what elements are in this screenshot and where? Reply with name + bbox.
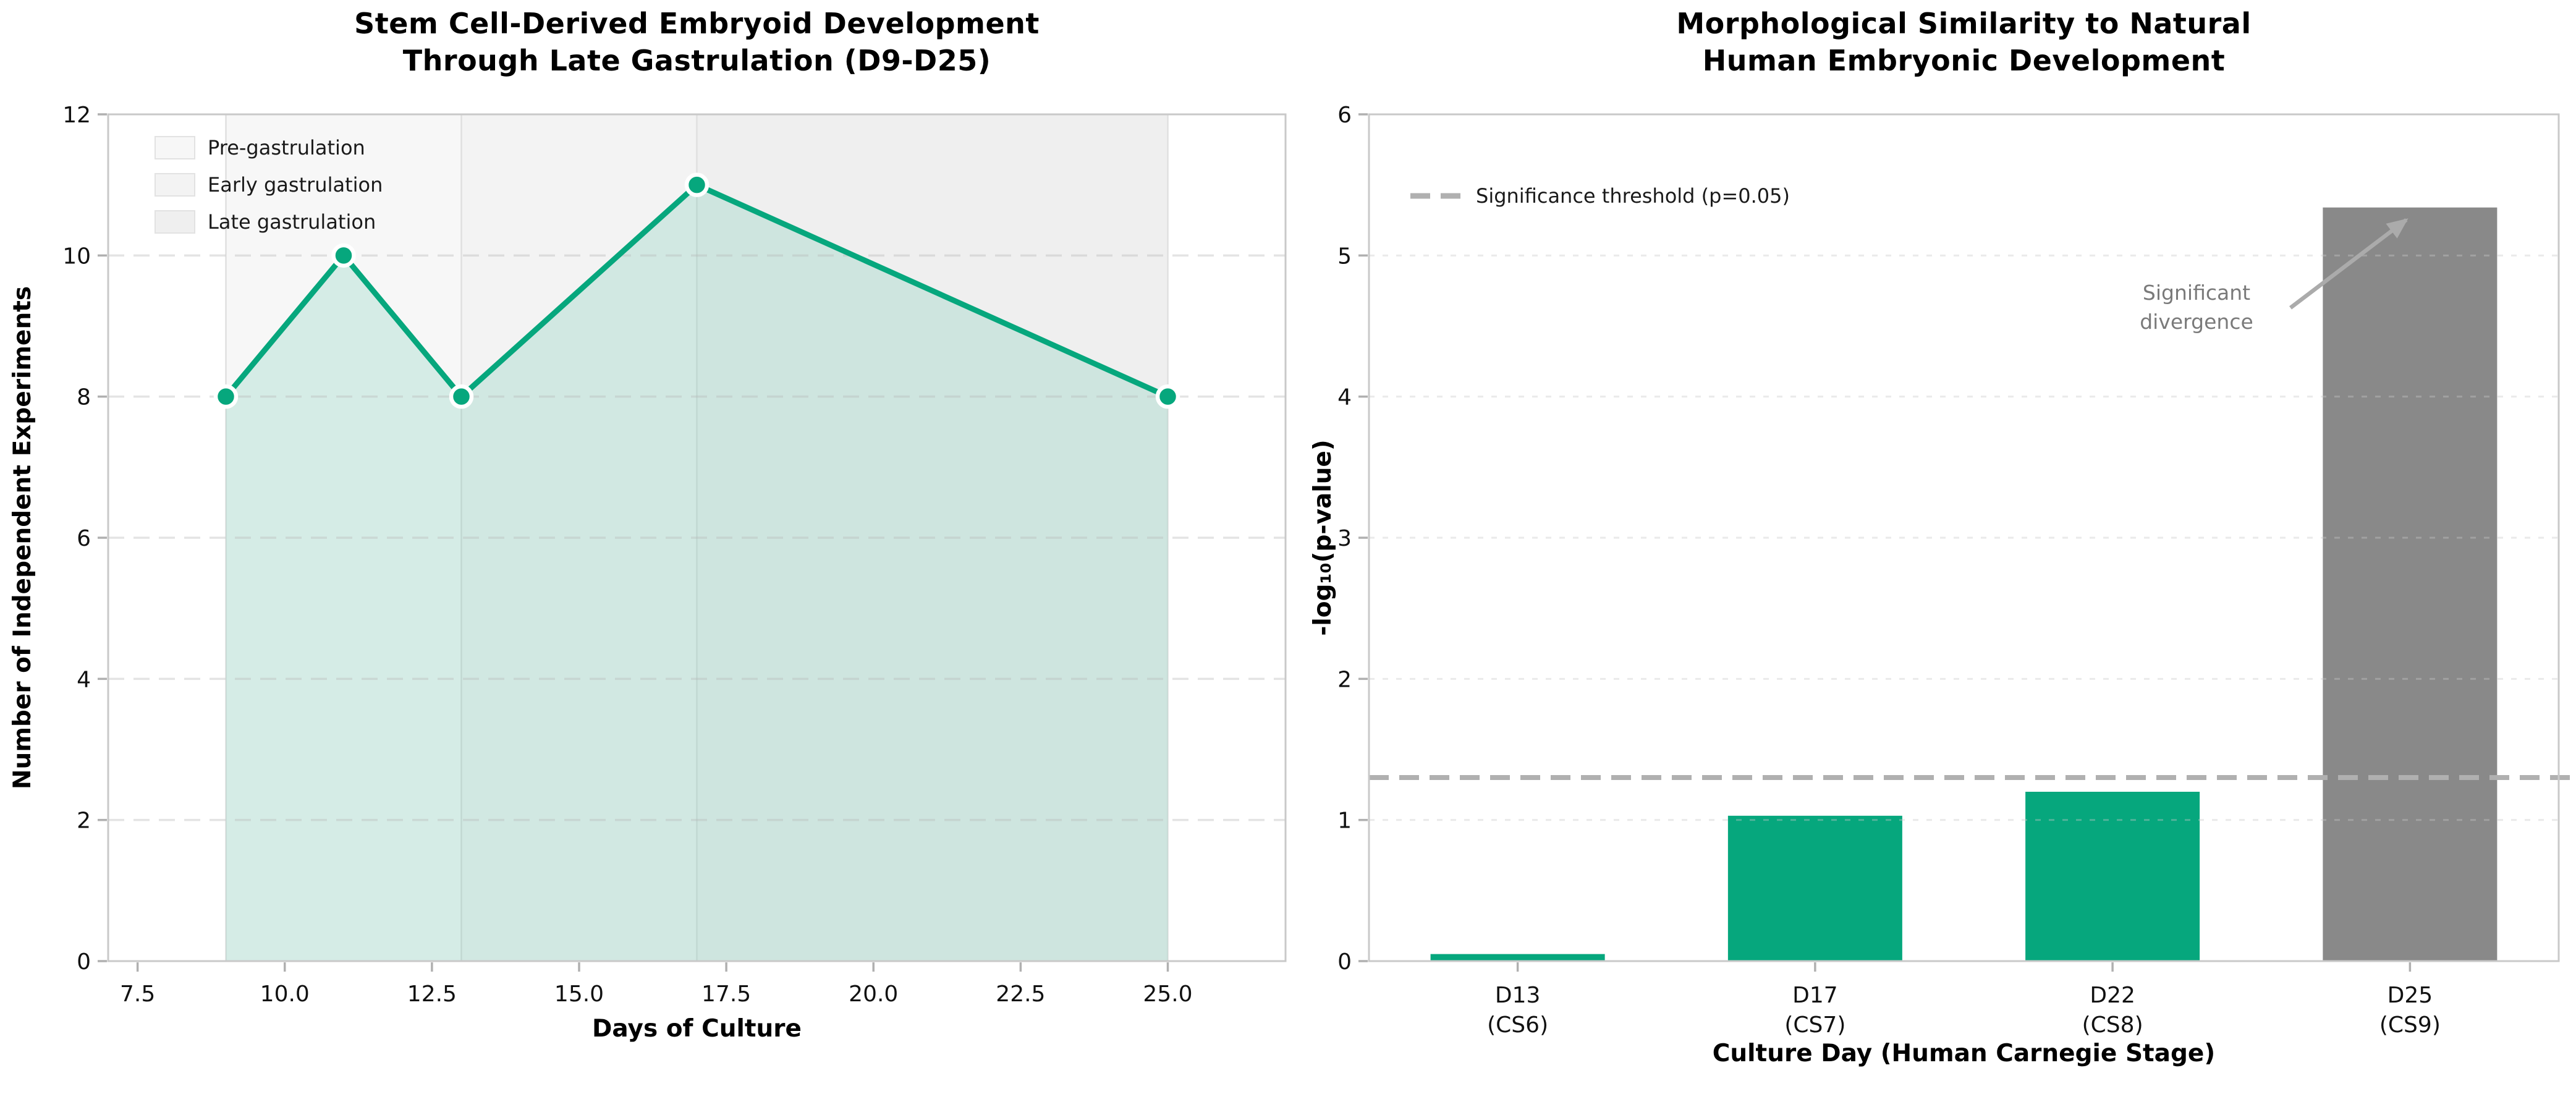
legend-swatch	[155, 210, 195, 234]
svg-text:10.0: 10.0	[260, 982, 310, 1007]
legend-swatch	[155, 173, 195, 197]
legend-row: Early gastrulation	[155, 173, 383, 197]
svg-text:4: 4	[1337, 385, 1352, 410]
legend-label: Late gastrulation	[208, 210, 376, 234]
svg-text:1: 1	[1337, 808, 1352, 834]
svg-text:12.5: 12.5	[407, 982, 457, 1007]
bar-chart-title: Morphological Similarity to Natural Huma…	[1676, 7, 2252, 77]
legend-row: Pre-gastrulation	[155, 136, 383, 159]
legend-label: Pre-gastrulation	[208, 136, 365, 159]
svg-text:6: 6	[1337, 103, 1352, 128]
legend-label: Early gastrulation	[208, 173, 383, 197]
svg-text:0: 0	[77, 949, 91, 975]
legend-swatch	[155, 136, 195, 159]
svg-text:D13(CS6): D13 (CS6)	[1487, 983, 1548, 1038]
svg-text:8: 8	[77, 385, 91, 410]
threshold-dash-icon	[1410, 193, 1464, 199]
svg-text:2: 2	[77, 808, 91, 834]
line-chart-panel: Stem Cell-Derived Embryoid Development T…	[9, 7, 1287, 1043]
svg-text:25.0: 25.0	[1143, 982, 1192, 1007]
svg-text:4: 4	[77, 667, 91, 692]
bar-chart-legend: Significance threshold (p=0.05)	[1410, 184, 1790, 208]
bar-chart-plot: D13 (CS6) D17 (CS7) D22 (CS8) D25 (CS9) 0 1 2 3 4 5 6	[1337, 103, 2576, 1038]
svg-text:6: 6	[77, 526, 91, 551]
bar-chart-x-axis-label: Culture Day (Human Carnegie Stage)	[1712, 1040, 2216, 1067]
svg-text:0: 0	[1337, 949, 1352, 975]
legend-row: Late gastrulation	[155, 210, 383, 234]
svg-text:D17(CS7): D17 (CS7)	[1784, 983, 1845, 1038]
svg-text:2: 2	[1337, 667, 1352, 692]
svg-text:17.5: 17.5	[701, 982, 751, 1007]
svg-text:20.0: 20.0	[849, 982, 898, 1007]
svg-text:D25(CS9): D25 (CS9)	[2379, 983, 2441, 1038]
line-chart-legend: Pre-gastrulation Early gastrulation Late…	[155, 136, 383, 234]
svg-text:15.0: 15.0	[554, 982, 604, 1007]
line-chart-plot: 7.5 10.0 12.5 15.0 17.5 20.0 22.5 25.0 0 2 4 6 8 10 12	[62, 103, 1287, 1007]
svg-text:22.5: 22.5	[996, 982, 1045, 1007]
bar-chart-panel: Morphological Similarity to Natural Huma…	[1288, 0, 2576, 1094]
threshold-legend-label: Significance threshold (p=0.05)	[1476, 184, 1790, 208]
svg-text:7.5: 7.5	[120, 982, 155, 1007]
svg-text:12: 12	[62, 103, 91, 128]
svg-text:D22(CS8): D22 (CS8)	[2082, 983, 2143, 1038]
svg-text:5: 5	[1337, 244, 1352, 269]
svg-text:3: 3	[1337, 526, 1352, 551]
line-chart-x-axis-label: Days of Culture	[592, 1015, 802, 1043]
annotation-text: Significant divergence	[2140, 281, 2253, 334]
line-chart-title: Stem Cell-Derived Embryoid Development T…	[354, 7, 1040, 77]
svg-text:10: 10	[62, 244, 91, 269]
